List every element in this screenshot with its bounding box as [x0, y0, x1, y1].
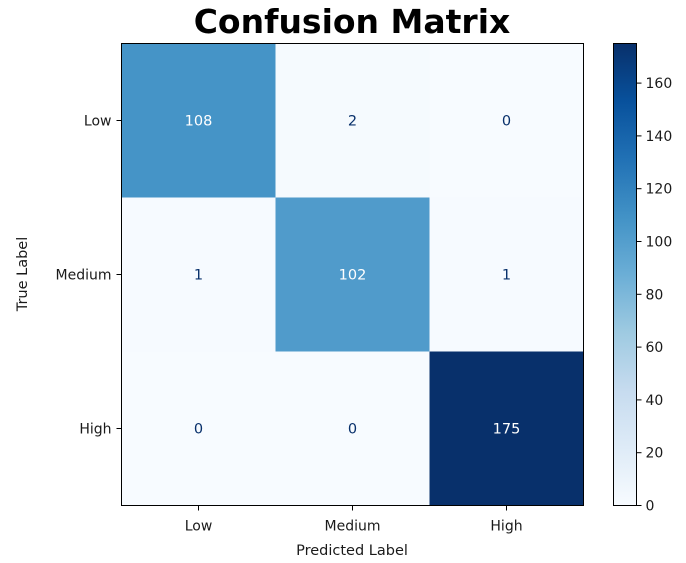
x-axis-label: Predicted Label — [296, 543, 408, 559]
colorbar-tick-label: 120 — [646, 182, 673, 198]
matrix-cell — [121, 197, 276, 352]
y-tick-label: Low — [84, 114, 112, 130]
colorbar-tick-label: 140 — [646, 129, 673, 145]
colorbar-tick-label: 0 — [646, 499, 655, 515]
cell-value-label: 108 — [185, 114, 213, 130]
cell-value-label: 1 — [502, 268, 511, 284]
colorbar-tick-label: 60 — [646, 340, 664, 356]
matrix-cell — [121, 351, 276, 506]
chart-title: Confusion Matrix — [194, 2, 511, 41]
colorbar-tick-label: 40 — [646, 393, 664, 409]
cell-value-label: 0 — [194, 422, 203, 438]
y-axis-label: True Label — [15, 237, 31, 313]
colorbar-tick-label: 160 — [646, 76, 673, 92]
colorbar-ticks: 0 20 40 60 80 100 120 140 160 — [636, 76, 673, 515]
y-tick-label: High — [79, 422, 111, 438]
cell-value-label: 175 — [493, 422, 521, 438]
matrix-cell — [429, 43, 584, 198]
x-tick-label: High — [490, 519, 522, 535]
colorbar — [613, 43, 637, 506]
matrix-cell — [275, 197, 430, 352]
matrix-cell — [429, 197, 584, 352]
matrix-cell — [275, 43, 430, 198]
matrix-cell — [275, 351, 430, 506]
x-tick-label: Medium — [325, 519, 381, 535]
heatmap-cells: 108 2 0 1 102 1 0 0 175 — [121, 43, 584, 506]
colorbar-tick-label: 100 — [646, 235, 673, 251]
matrix-cell — [121, 43, 276, 198]
cell-value-label: 0 — [348, 422, 357, 438]
colorbar-tick-label: 20 — [646, 446, 664, 462]
colorbar-tick-label: 80 — [646, 287, 664, 303]
cell-value-label: 0 — [502, 114, 511, 130]
x-axis-ticks: Low Medium High — [185, 505, 523, 535]
cell-value-label: 1 — [194, 268, 203, 284]
cell-value-label: 2 — [348, 114, 357, 130]
y-tick-label: Medium — [56, 268, 112, 284]
x-tick-label: Low — [185, 519, 213, 535]
y-axis-ticks: Low Medium High — [56, 114, 122, 438]
matrix-cell — [429, 351, 584, 506]
cell-value-label: 102 — [339, 268, 367, 284]
